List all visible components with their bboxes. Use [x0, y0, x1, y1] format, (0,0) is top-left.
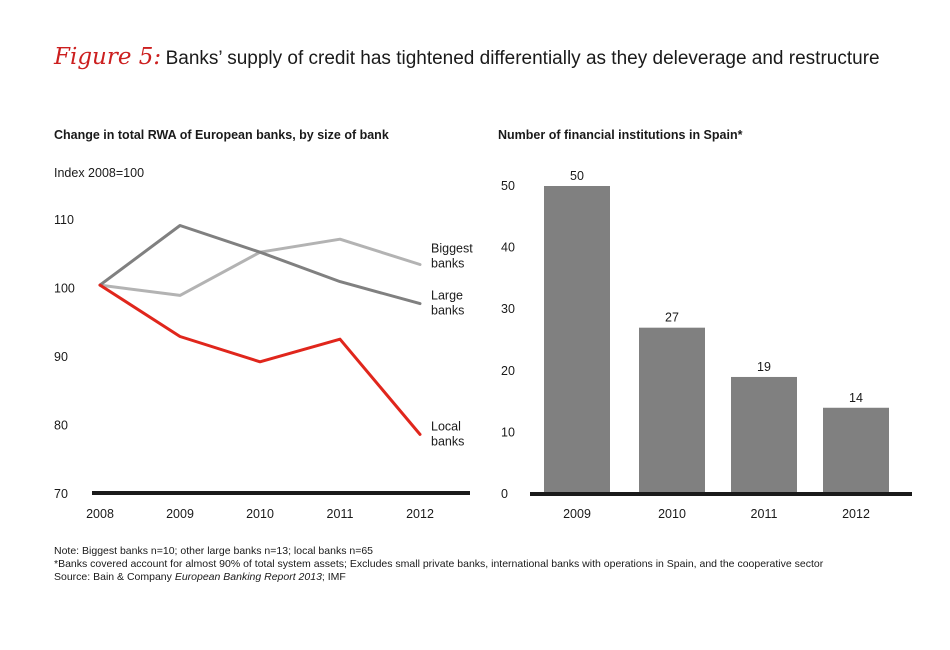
- series-label: Local: [431, 419, 461, 433]
- y-tick-label: 20: [501, 364, 515, 378]
- line-chart-title: Change in total RWA of European banks, b…: [54, 128, 389, 142]
- series-line: [98, 283, 422, 436]
- y-tick-label: 0: [501, 487, 508, 501]
- source-prefix: Source: Bain & Company: [54, 571, 175, 583]
- figure-title: Figure 5: Banks’ supply of credit has ti…: [54, 44, 880, 70]
- asterisk-note-line: *Banks covered account for almost 90% of…: [54, 558, 824, 570]
- x-tick-label: 2008: [86, 507, 114, 521]
- bar-value-label: 27: [665, 311, 679, 325]
- y-tick-label: 100: [54, 282, 75, 296]
- x-tick-label: 2012: [406, 507, 434, 521]
- bar-chart-title: Number of financial institutions in Spai…: [498, 128, 743, 142]
- series-label: banks: [431, 304, 464, 318]
- note-line: Note: Biggest banks n=10; other large ba…: [54, 545, 374, 557]
- y-tick-label: 40: [501, 241, 515, 255]
- bar: [639, 327, 705, 494]
- series-label: banks: [431, 434, 464, 448]
- source-italic: European Banking Report 2013: [174, 571, 322, 583]
- bar-value-label: 19: [757, 360, 771, 374]
- bar: [823, 407, 889, 494]
- source-line: Source: Bain & Company European Banking …: [54, 571, 823, 584]
- x-tick-label: 2009: [166, 507, 194, 521]
- x-tick-label: 2010: [658, 507, 686, 521]
- x-tick-label: 2009: [563, 507, 591, 521]
- x-tick-label: 2012: [842, 507, 870, 521]
- figure-title-text: Banks’ supply of credit has tightened di…: [165, 48, 880, 69]
- series-line: [98, 224, 422, 306]
- y-tick-label: 80: [54, 419, 68, 433]
- figure-label: Figure 5:: [54, 44, 162, 70]
- x-tick-label: 2011: [327, 507, 354, 521]
- y-tick-label: 50: [501, 179, 515, 193]
- line-chart-unit-label: Index 2008=100: [54, 166, 145, 180]
- bar: [544, 186, 610, 494]
- y-tick-label: 70: [54, 487, 68, 501]
- y-tick-label: 90: [54, 350, 68, 364]
- y-tick-label: 30: [501, 302, 515, 316]
- source-suffix: ; IMF: [321, 571, 346, 583]
- bar: [731, 376, 797, 494]
- bar-value-label: 50: [570, 169, 584, 183]
- footnotes: Note: Biggest banks n=10; other large ba…: [54, 545, 823, 584]
- x-tick-label: 2010: [246, 507, 274, 521]
- y-tick-label: 10: [501, 425, 515, 439]
- series-label: Large: [431, 289, 463, 303]
- bar-value-label: 14: [849, 391, 863, 405]
- y-tick-label: 110: [54, 213, 74, 227]
- x-tick-label: 2011: [751, 507, 778, 521]
- series-label: Biggest: [431, 242, 473, 256]
- series-label: banks: [431, 257, 464, 271]
